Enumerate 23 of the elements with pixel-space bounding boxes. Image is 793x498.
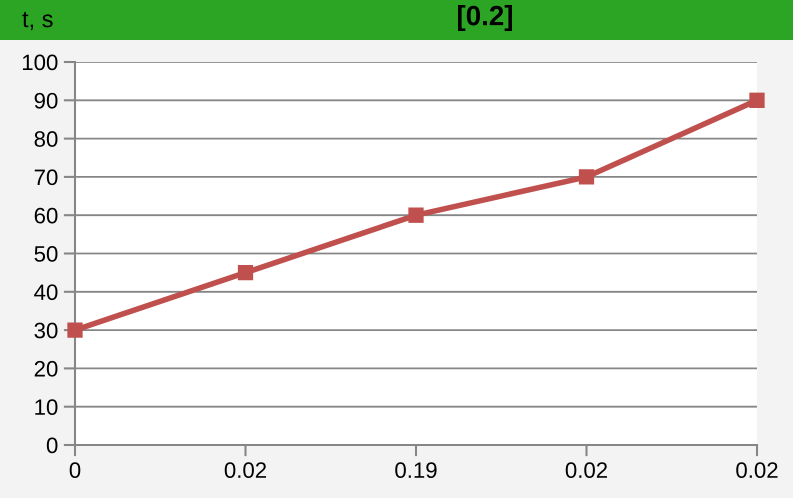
y-tick-label: 30 xyxy=(34,322,58,338)
y-tick-label: 70 xyxy=(34,169,58,186)
y-tick-label: 20 xyxy=(34,360,58,377)
point xyxy=(67,322,83,338)
point xyxy=(749,92,765,108)
x-tick-label: 0.02 xyxy=(736,462,778,478)
y-tick-label: 50 xyxy=(34,246,58,262)
y-tick-label: 90 xyxy=(34,92,58,109)
y-axis-title: t, s xyxy=(22,12,53,30)
y-tick-label: 0 xyxy=(46,438,58,454)
y-tick-label: 10 xyxy=(35,399,58,415)
point xyxy=(408,208,424,223)
x-tick-label: 0.02 xyxy=(224,462,266,478)
x-tick-label: 0.19 xyxy=(395,462,437,478)
y-tick-label: 100 xyxy=(22,54,58,70)
chart-title: [0.2] xyxy=(458,5,512,31)
x-tick-label: 0 xyxy=(70,462,80,478)
x-tick-label: 0.02 xyxy=(566,462,608,478)
point xyxy=(578,169,594,185)
y-tick-label: 60 xyxy=(34,208,58,224)
y-tick-label: 40 xyxy=(34,284,58,300)
point xyxy=(238,265,254,280)
y-tick-label: 80 xyxy=(34,131,58,147)
